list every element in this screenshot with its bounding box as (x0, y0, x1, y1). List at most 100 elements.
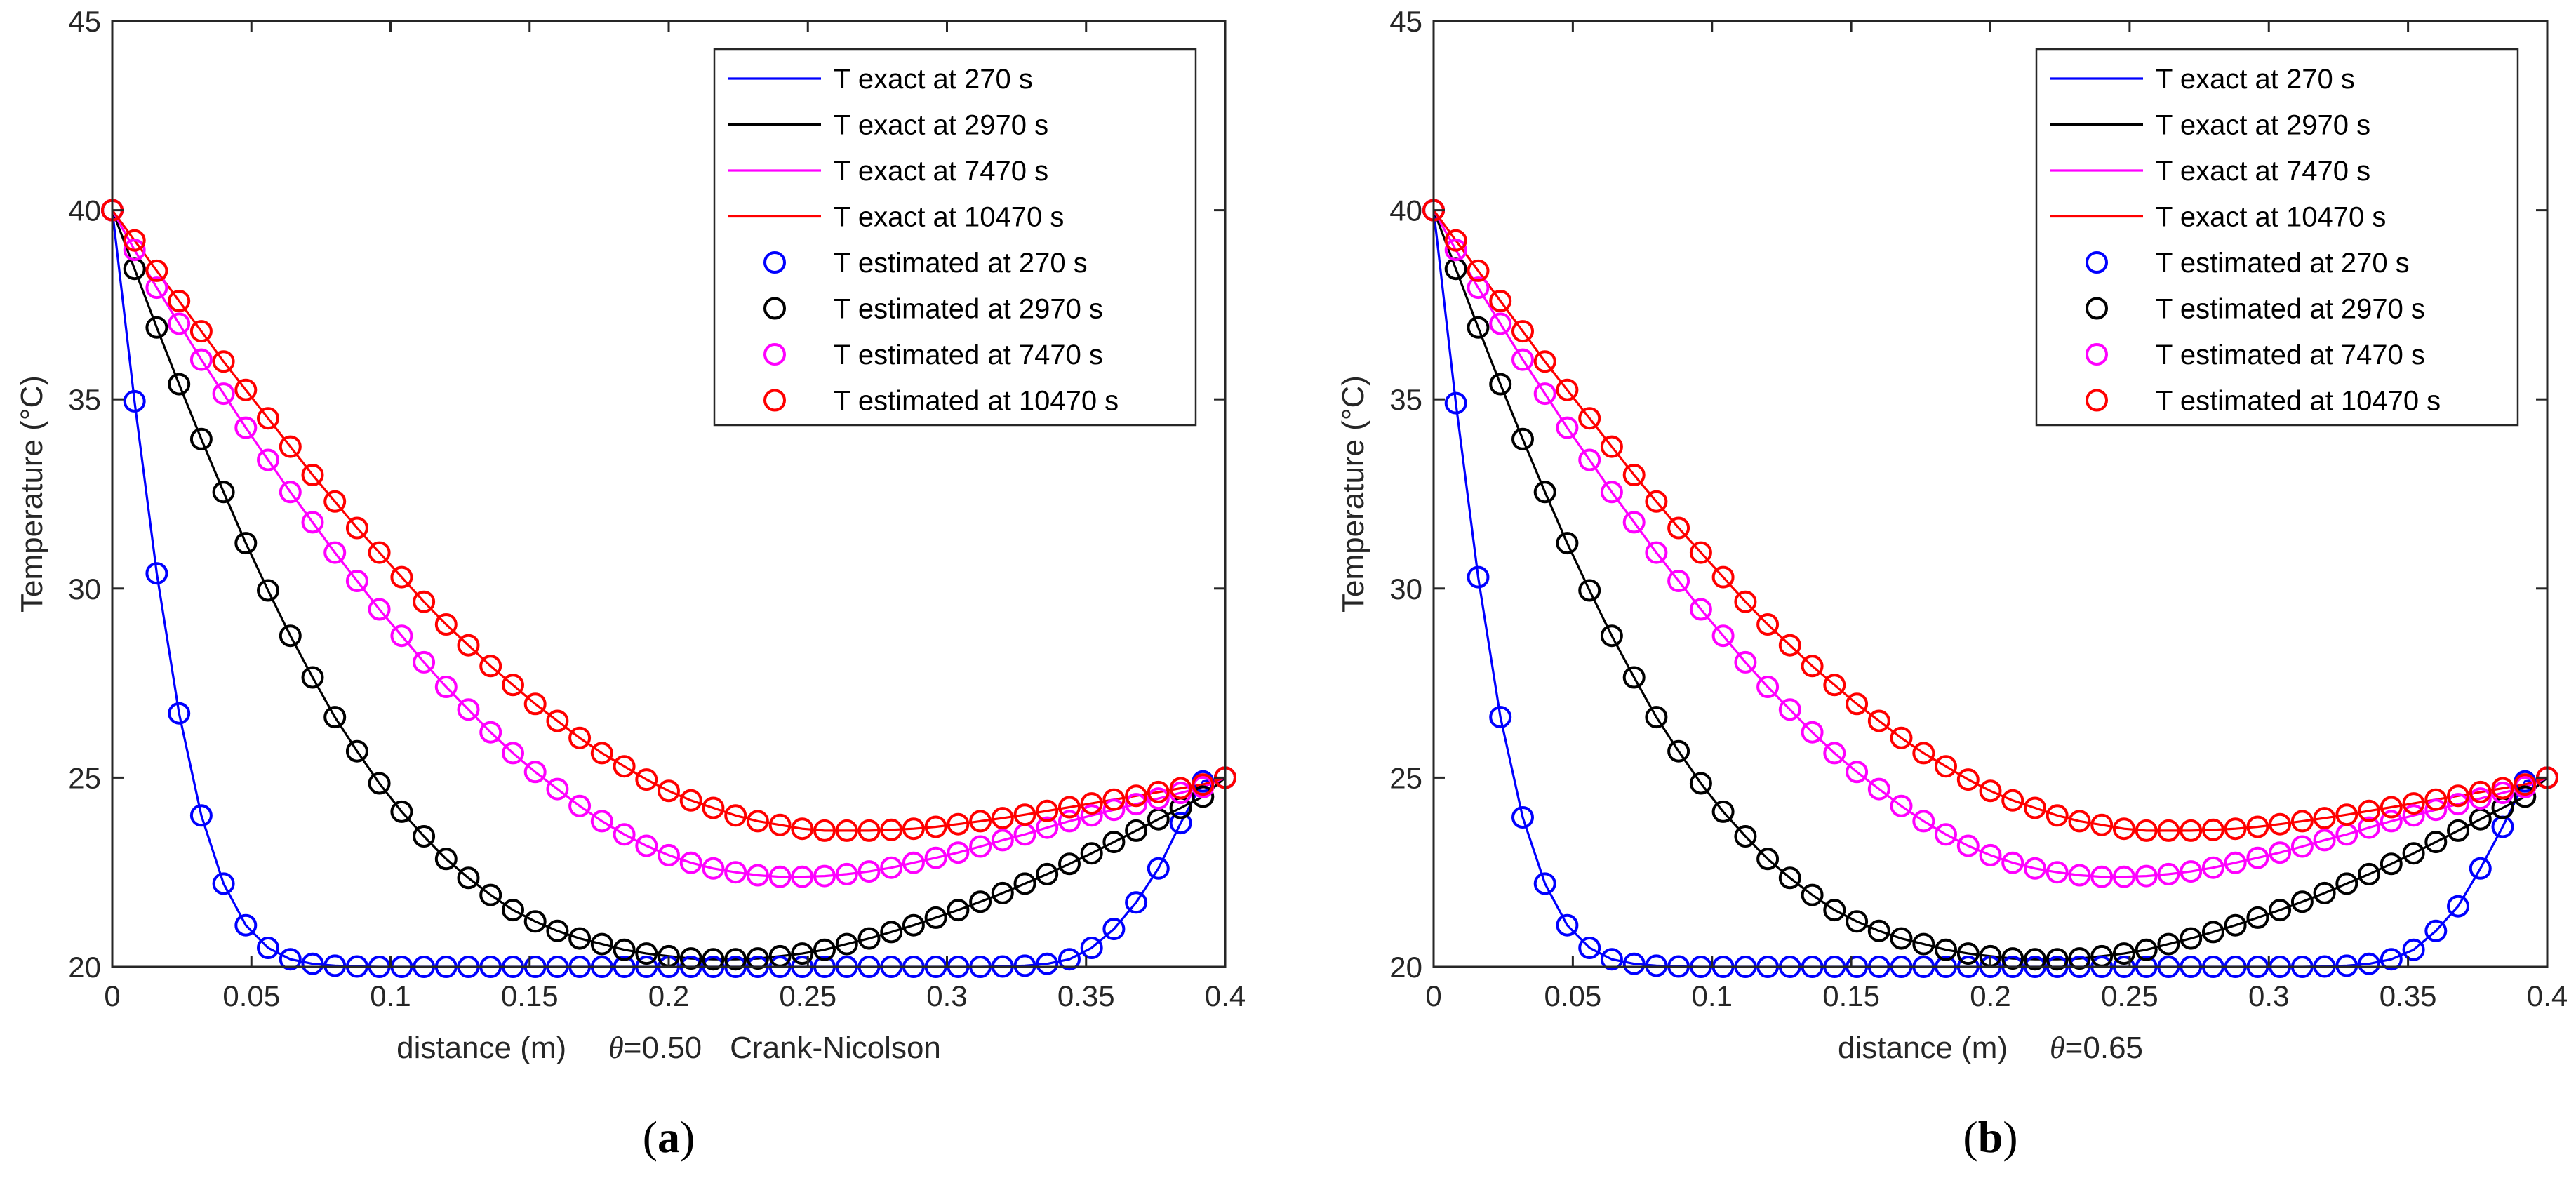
marker-point (880, 921, 903, 944)
marker-point (1600, 481, 1623, 504)
marker-point (1489, 373, 1512, 396)
marker-point (791, 817, 814, 841)
x-tick-label: 0.2 (648, 979, 689, 1012)
marker-point (2269, 899, 2292, 922)
marker-point (1756, 613, 1780, 636)
marker-point (234, 378, 258, 401)
marker-point (1778, 866, 1801, 890)
marker-point (413, 590, 436, 613)
marker-point (1102, 788, 1126, 811)
exact-line-3 (1432, 209, 2548, 832)
marker-point (368, 772, 391, 795)
theta-value: =0.50 (624, 1031, 702, 1065)
marker-point (2001, 947, 2024, 970)
marker-point (546, 777, 569, 801)
marker-point (1600, 948, 1623, 971)
marker-point (902, 851, 925, 874)
x-axis-label-distance: distance (m) (1838, 1031, 2008, 1065)
marker-point (1846, 910, 1869, 933)
legend-entry-label: T exact at 10470 s (834, 202, 1064, 233)
marker-point (2358, 862, 2381, 885)
marker-point (813, 938, 836, 961)
exact-line-2 (111, 209, 1226, 878)
marker-point (1600, 624, 1623, 648)
marker-point (123, 229, 146, 252)
marker-point (568, 726, 592, 749)
marker-point (1867, 777, 1890, 801)
marker-point (2201, 921, 2224, 944)
marker-point (234, 913, 258, 937)
marker-point (1711, 565, 1735, 589)
marker-point (323, 490, 347, 513)
x-tick-label: 0.15 (1822, 979, 1880, 1012)
marker-point (479, 721, 502, 744)
marker-point (523, 692, 547, 716)
chart-panel-a: 0 0.05 0.1 0.15 0.2 0.25 0.3 0.35 0.4 20 25 30 35 40 4… (15, 5, 1246, 1162)
marker-point (123, 389, 146, 413)
marker-point (1556, 416, 1579, 439)
marker-point (1645, 706, 1668, 729)
marker-point (791, 865, 814, 888)
marker-point (145, 276, 168, 300)
marker-point (1801, 883, 1824, 906)
marker-point (1533, 872, 1556, 895)
y-tick-label: 20 (68, 951, 101, 984)
legend-marker-swatch (763, 297, 786, 320)
x-tick-label: 0.2 (1970, 979, 2010, 1012)
marker-point (947, 841, 970, 864)
marker-point (2447, 793, 2469, 816)
legend-entry-label: T estimated at 270 s (2156, 248, 2410, 279)
marker-point (2402, 938, 2425, 961)
legend-marker-swatch (2086, 297, 2108, 320)
y-tick-label: 40 (1389, 194, 1422, 227)
marker-point (924, 906, 947, 929)
legend-entry-label: T estimated at 10470 s (834, 386, 1119, 417)
marker-point (1935, 755, 1957, 778)
marker-point (2514, 785, 2537, 808)
marker-point (1867, 919, 1890, 942)
marker-point (746, 810, 769, 833)
marker-point (1169, 777, 1192, 800)
marker-point (857, 860, 881, 883)
marker-point (1578, 937, 1601, 959)
exact-line-3 (111, 209, 1226, 832)
marker-point (2290, 890, 2314, 913)
marker-point (546, 919, 569, 942)
marker-point (1511, 427, 1534, 450)
exact-line-2 (1432, 209, 2548, 878)
marker-point (1912, 742, 1935, 765)
marker-point (2224, 913, 2247, 937)
marker-point (1444, 229, 1467, 252)
marker-point (234, 532, 258, 555)
y-tick-label: 35 (1389, 383, 1422, 416)
marker-point (2358, 952, 2381, 975)
marker-point (189, 427, 213, 450)
marker-point (702, 857, 725, 880)
panel-label: (a) (643, 1112, 695, 1162)
theta-symbol: θ (608, 1031, 624, 1065)
panel-label-close: ) (680, 1112, 695, 1162)
marker-point (2068, 864, 2091, 887)
marker-point (502, 674, 524, 697)
marker-point (2135, 938, 2158, 961)
marker-point (2135, 864, 2158, 888)
marker-point (1667, 739, 1690, 763)
marker-point (2024, 796, 2046, 819)
marker-point (301, 464, 324, 486)
marker-point (1102, 918, 1126, 941)
marker-point (279, 481, 302, 504)
marker-point (1147, 857, 1170, 880)
marker-point (1102, 831, 1126, 854)
marker-point (2068, 810, 2091, 833)
legend: T exact at 270 s T exact at 2970 s T exact… (713, 48, 1197, 427)
marker-point (145, 316, 168, 339)
marker-point (2380, 852, 2403, 876)
marker-point (1102, 798, 1126, 822)
marker-point (880, 818, 903, 841)
marker-point (434, 848, 458, 871)
marker-point (1467, 316, 1490, 339)
marker-point (2068, 947, 2091, 970)
legend-entry-label: T exact at 270 s (2156, 64, 2355, 95)
legend-marker-swatch (763, 343, 786, 366)
marker-point (1489, 706, 1512, 729)
